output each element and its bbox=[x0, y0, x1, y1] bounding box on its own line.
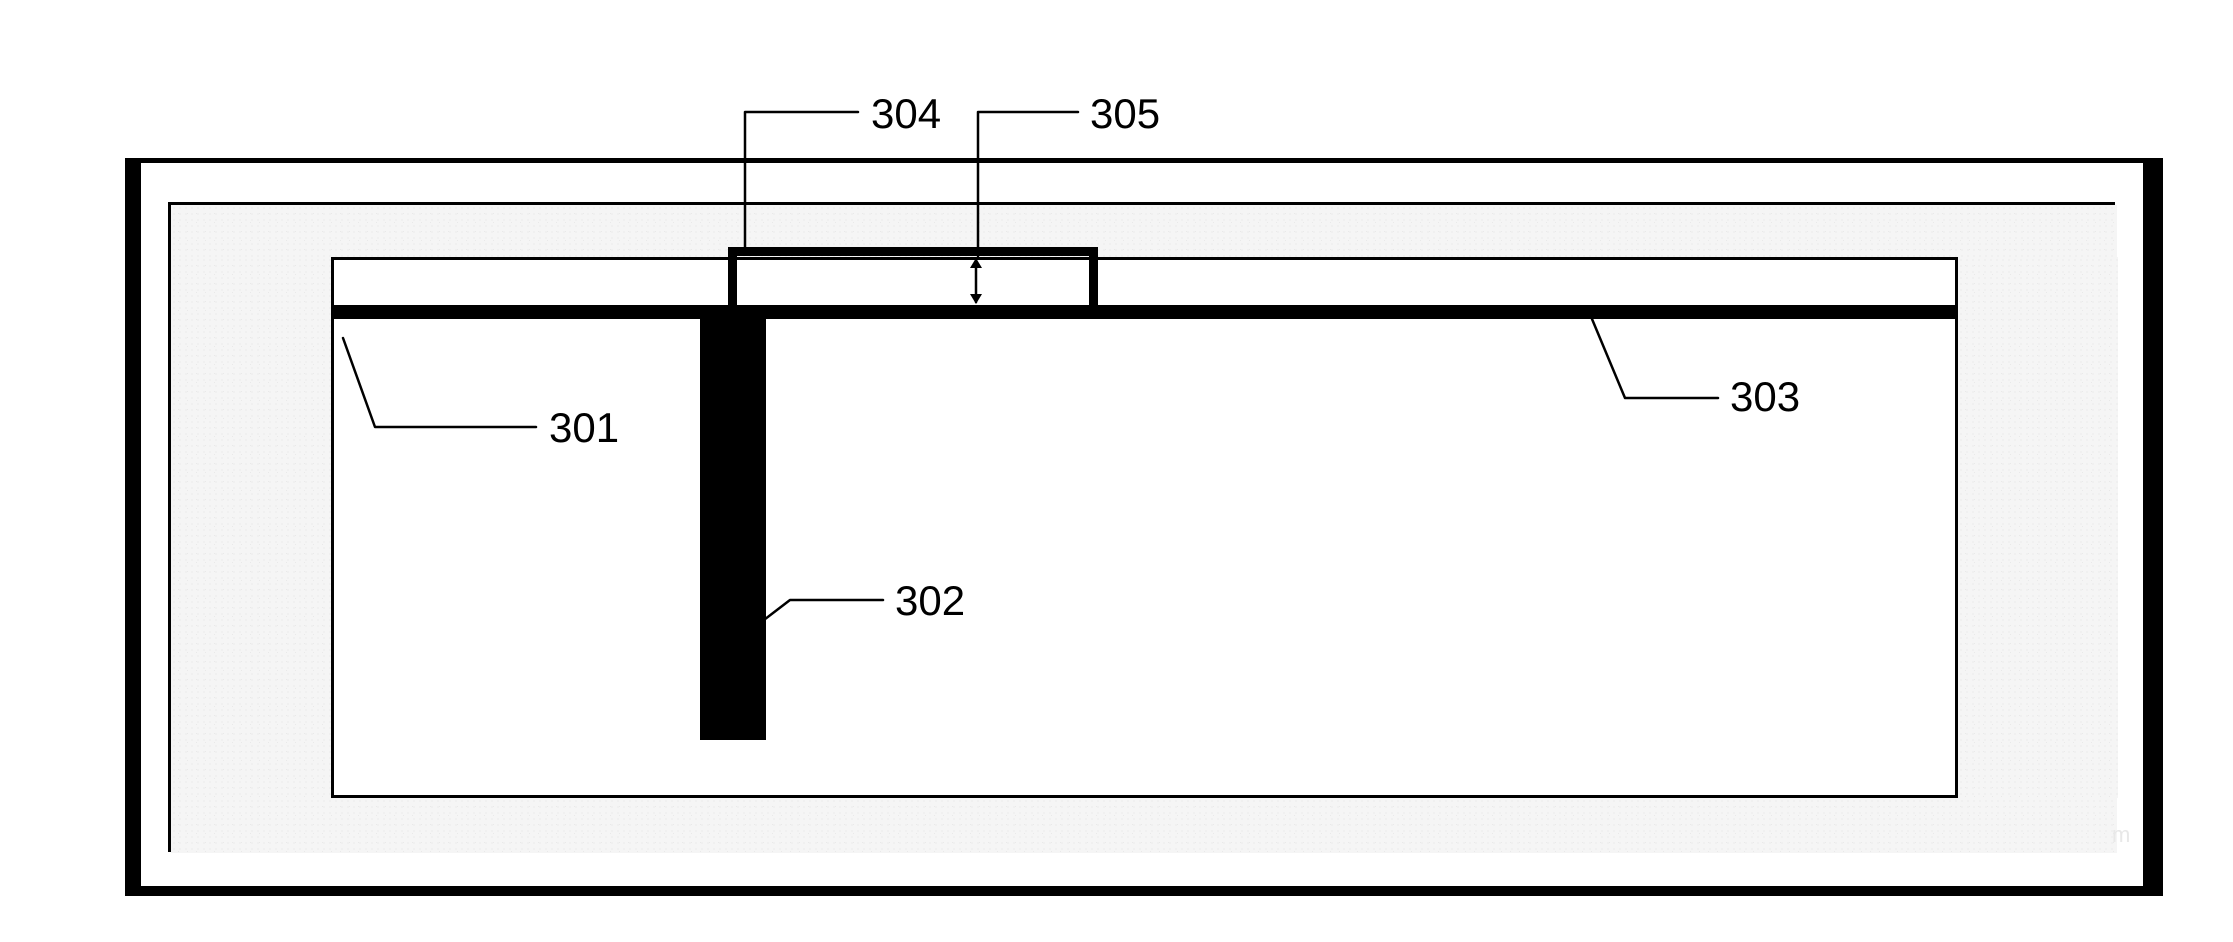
callout-label-304: 304 bbox=[871, 93, 941, 135]
callout-label-302: 302 bbox=[895, 580, 965, 622]
leader-304 bbox=[745, 112, 858, 247]
feature-305-arrow-down bbox=[970, 294, 982, 304]
leader-301 bbox=[343, 338, 536, 427]
feature-305-arrow-up bbox=[970, 258, 982, 268]
leader-302 bbox=[760, 600, 883, 623]
leader-303 bbox=[1592, 319, 1718, 398]
callout-label-305: 305 bbox=[1090, 93, 1160, 135]
leader-305 bbox=[978, 112, 1078, 256]
callout-label-303: 303 bbox=[1730, 376, 1800, 418]
leader-overlay bbox=[0, 0, 2233, 942]
watermark: m bbox=[2112, 822, 2130, 848]
diagram-canvas: 304 305 301 302 303 m bbox=[0, 0, 2233, 942]
callout-label-301: 301 bbox=[549, 407, 619, 449]
